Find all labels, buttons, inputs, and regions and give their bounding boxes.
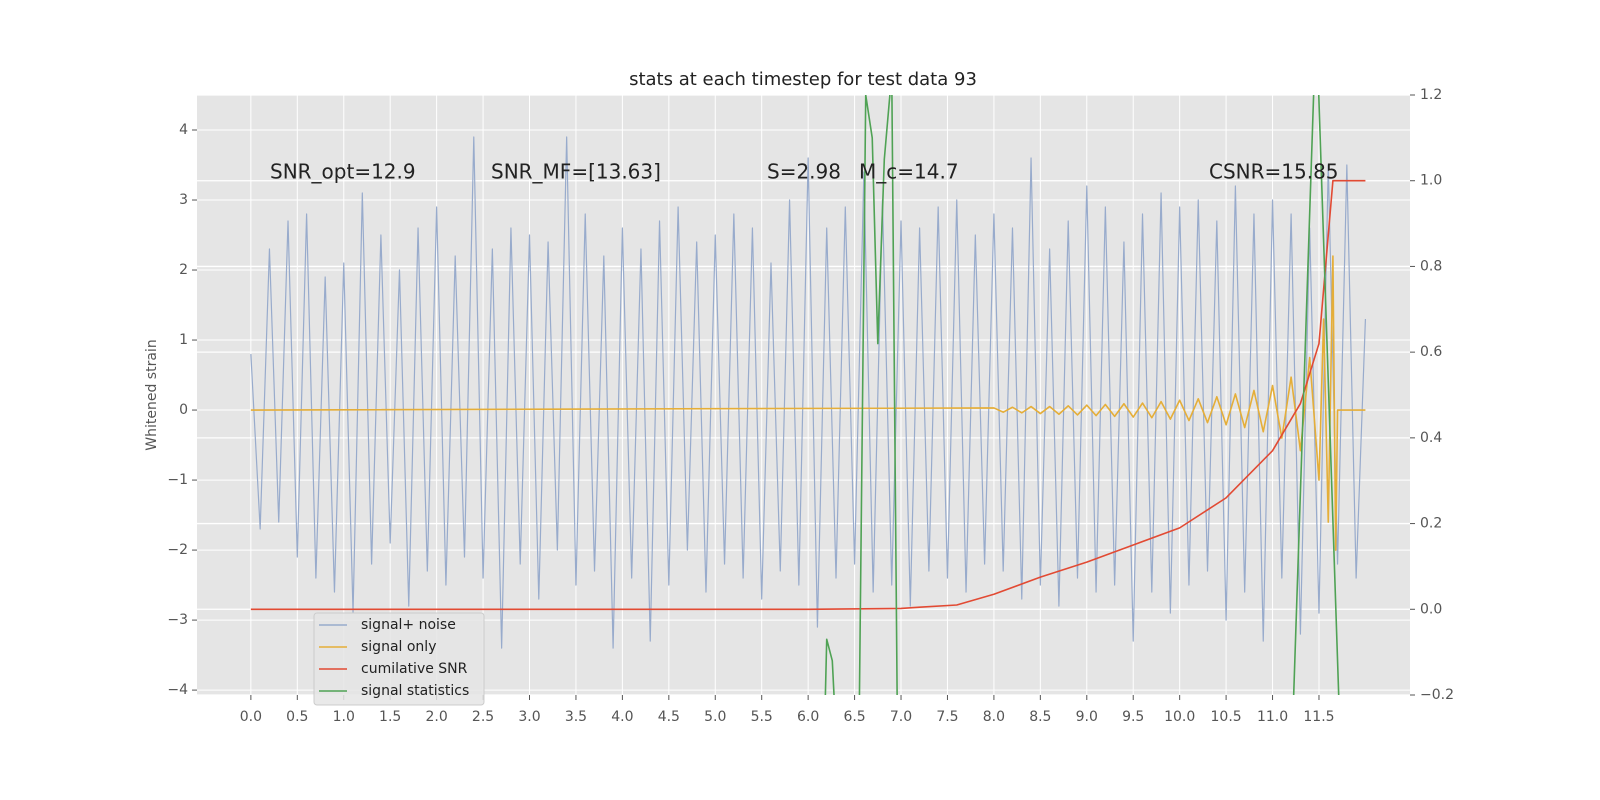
- x-tick-label: 11.0: [1257, 709, 1288, 725]
- x-tick-label: 4.0: [611, 709, 633, 725]
- y-tick-label: 0: [179, 402, 188, 418]
- x-tick-label: 2.5: [472, 709, 494, 725]
- series-line: [250, 136, 1367, 649]
- y2-tick-label: 0.6: [1420, 344, 1442, 360]
- annotation: S=2.98: [767, 160, 841, 184]
- x-tick-label: 6.5: [843, 709, 865, 725]
- x-tick-label: 2.0: [425, 709, 447, 725]
- x-tick-label: 5.0: [704, 709, 726, 725]
- x-tick-label: 8.5: [1029, 709, 1051, 725]
- chart-title: stats at each timestep for test data 93: [629, 69, 977, 90]
- y2-tick-label: −0.2: [1420, 687, 1454, 703]
- x-tick-label: 9.5: [1122, 709, 1144, 725]
- legend-label: signal statistics: [361, 683, 469, 699]
- legend-label: signal+ noise: [361, 617, 456, 633]
- x-tick-label: 7.5: [936, 709, 958, 725]
- x-tick-label: 6.0: [797, 709, 819, 725]
- y2-tick-label: 0.0: [1420, 601, 1442, 617]
- y-tick-label: −2: [167, 542, 188, 558]
- legend-label: signal only: [361, 639, 436, 655]
- x-tick-label: 11.5: [1303, 709, 1334, 725]
- x-tick-label: 4.5: [658, 709, 680, 725]
- x-tick-label: 1.0: [333, 709, 355, 725]
- x-tick-label: 10.0: [1164, 709, 1195, 725]
- y2-tick-label: 1.0: [1420, 173, 1442, 189]
- y2-tick-label: 0.8: [1420, 258, 1442, 274]
- grid: [197, 94, 1410, 696]
- x-tick-label: 3.5: [565, 709, 587, 725]
- x-tick-label: 0.5: [286, 709, 308, 725]
- y-tick-label: 2: [179, 262, 188, 278]
- x-tick-label: 0.0: [240, 709, 262, 725]
- y-tick-label: −4: [167, 682, 188, 698]
- x-tick-label: 5.5: [751, 709, 773, 725]
- series-line: [250, 255, 1366, 551]
- y-tick-label: −3: [167, 612, 188, 628]
- legend: signal+ noise signal only cumilative SNR si…: [313, 612, 485, 706]
- legend-label: cumilative SNR: [361, 661, 468, 677]
- y2-tick-label: 1.2: [1420, 87, 1442, 103]
- x-tick-label: 1.5: [379, 709, 401, 725]
- y2-tick-label: 0.4: [1420, 430, 1442, 446]
- series-line: [250, 179, 1366, 611]
- annotation: CSNR=15.85: [1209, 160, 1339, 184]
- series-layer: [250, 95, 1367, 695]
- annotation: SNR_opt=12.9: [270, 160, 416, 184]
- x-tick-label: 10.5: [1211, 709, 1242, 725]
- series-line: [824, 95, 1340, 695]
- x-tick-label: 7.0: [890, 709, 912, 725]
- x-tick-label: 3.0: [518, 709, 540, 725]
- y-tick-label: 1: [179, 332, 188, 348]
- y-tick-label: 3: [179, 192, 188, 208]
- x-tick-label: 8.0: [983, 709, 1005, 725]
- y2-tick-label: 0.2: [1420, 516, 1442, 532]
- y-tick-label: 4: [179, 122, 188, 138]
- annotation: SNR_MF=[13.63]: [491, 160, 661, 184]
- legend-box: [313, 612, 485, 706]
- axes: 0.0 0.5 1.0 1.5 2.0 2.5 3.0 3.5 4.0 4.5 5.0 5.5 6.0 6…: [167, 87, 1454, 725]
- x-tick-label: 9.0: [1076, 709, 1098, 725]
- y-axis-label: Whitened strain: [144, 339, 160, 450]
- annotation: M_c=14.7: [859, 160, 959, 184]
- y-tick-label: −1: [167, 472, 188, 488]
